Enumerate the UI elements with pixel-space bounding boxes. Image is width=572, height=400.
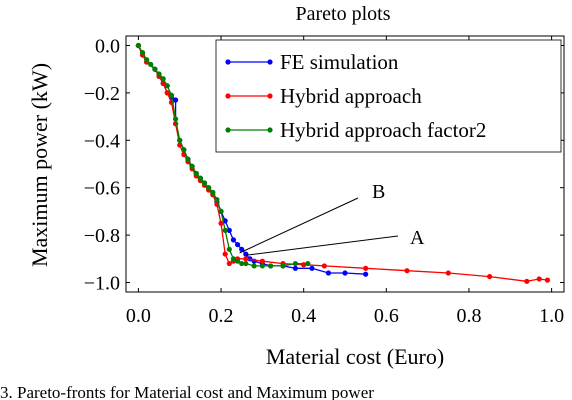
data-point	[230, 256, 237, 262]
y-tick-label: 0.0	[95, 35, 120, 57]
data-point	[234, 258, 241, 264]
data-point	[135, 42, 141, 49]
data-point	[230, 237, 237, 243]
data-point	[139, 49, 146, 56]
data-point	[210, 189, 216, 196]
data-point	[259, 263, 265, 269]
data-point	[156, 71, 162, 77]
data-point	[144, 57, 150, 63]
data-point	[206, 185, 212, 191]
data-point	[309, 265, 315, 271]
x-tick-label: 0.2	[209, 305, 234, 327]
data-point	[544, 277, 551, 283]
figure-caption: 3. Pareto-fronts for Material cost and M…	[0, 384, 374, 400]
legend-entry: Hybrid approach	[225, 84, 422, 108]
data-point	[239, 260, 245, 267]
data-point	[342, 270, 348, 276]
data-point	[222, 251, 228, 257]
series-layer	[135, 42, 551, 284]
x-tick-label: 0.4	[291, 305, 316, 327]
x-tick-label: 0.0	[126, 305, 151, 327]
annotation-label: A	[410, 227, 425, 249]
data-point	[226, 246, 232, 252]
y-tick-label: −0.4	[84, 130, 120, 152]
data-point	[487, 273, 493, 280]
x-axis-label: Material cost (Euro)	[266, 344, 444, 369]
data-point	[226, 260, 232, 267]
data-point	[243, 251, 249, 257]
data-point	[363, 271, 369, 277]
data-point	[259, 258, 265, 264]
legend: FE simulation Hybrid approach Hybrid appro…	[215, 39, 562, 153]
data-point	[214, 196, 220, 203]
data-point	[160, 76, 166, 82]
chart-title: Pareto plots	[296, 3, 391, 25]
data-point	[222, 227, 228, 233]
legend-marker	[267, 127, 273, 133]
data-point	[197, 175, 203, 181]
data-point	[268, 263, 274, 269]
legend-label: Hybrid approach	[280, 84, 422, 108]
y-tick-label: −0.2	[84, 83, 120, 105]
data-point	[305, 260, 311, 267]
data-point	[201, 180, 208, 186]
legend-box	[215, 39, 562, 153]
data-point	[218, 208, 224, 215]
series-2	[135, 42, 311, 269]
data-point	[524, 278, 530, 284]
annotation-pointer	[239, 197, 359, 254]
y-tick-label: −0.8	[84, 225, 120, 247]
legend-label: Hybrid approach factor2	[280, 118, 486, 142]
y-axis-label: Maximum power (kW)	[27, 63, 52, 267]
y-tick-label: −1.0	[84, 273, 120, 295]
data-point	[251, 263, 257, 269]
data-point	[243, 256, 249, 262]
annotation-label: B	[372, 181, 385, 203]
data-point	[164, 83, 170, 89]
data-point	[243, 260, 249, 267]
legend-entry: Hybrid approach factor2	[225, 118, 486, 142]
plot-frame	[125, 35, 565, 293]
data-point	[181, 147, 187, 153]
annotation-layer: BA	[239, 181, 425, 256]
legend-marker	[267, 93, 273, 99]
data-point	[148, 61, 154, 68]
data-point	[152, 66, 158, 72]
legend-entry: FE simulation	[225, 50, 399, 74]
data-point	[226, 227, 232, 233]
legend-label: FE simulation	[280, 50, 399, 74]
data-point	[292, 265, 299, 271]
data-point	[325, 270, 332, 276]
data-point	[218, 220, 224, 226]
data-point	[185, 156, 191, 162]
data-point	[536, 276, 542, 282]
data-point	[292, 260, 299, 267]
data-point	[321, 263, 327, 269]
legend-marker	[267, 59, 273, 65]
data-point	[177, 137, 183, 143]
data-point	[164, 90, 170, 96]
legend-marker	[225, 93, 231, 99]
x-tick-label: 0.6	[374, 305, 399, 327]
axes-layer: 0.0 0.2 0.4 0.6 0.8 1.0 0.0 −0.2 −0.4 −0.6 −0.8 −1.…	[84, 35, 565, 327]
data-point	[234, 241, 241, 248]
legend-marker	[225, 127, 231, 133]
y-tick-label: −0.6	[84, 178, 120, 200]
data-point	[445, 270, 451, 276]
data-point	[189, 163, 195, 169]
data-point	[280, 263, 286, 269]
x-tick-label: 0.8	[456, 305, 481, 327]
data-point	[193, 170, 199, 177]
annotation-pointer	[245, 235, 399, 256]
data-point	[172, 116, 179, 122]
x-tick-label: 1.0	[539, 305, 564, 327]
data-point	[363, 265, 369, 271]
legend-marker	[225, 59, 231, 65]
data-point	[168, 92, 175, 98]
data-point	[239, 246, 245, 252]
data-point	[404, 268, 410, 274]
data-point	[172, 97, 179, 103]
